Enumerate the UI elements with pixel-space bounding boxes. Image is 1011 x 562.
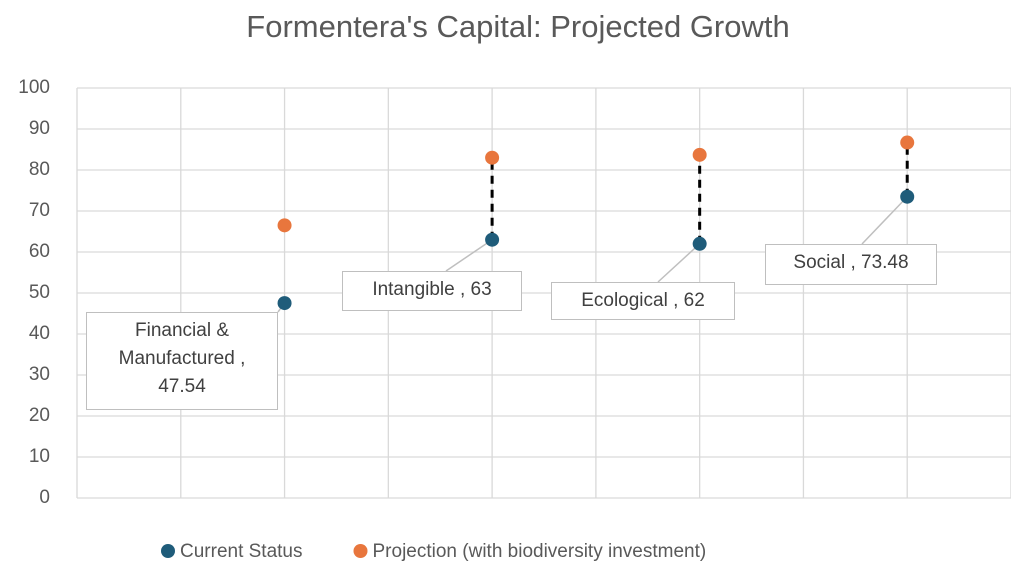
legend-marker — [161, 544, 175, 558]
leader-line — [861, 196, 908, 245]
point — [900, 189, 915, 204]
data-label: Social , 73.48 — [765, 244, 937, 285]
legend-marker — [353, 544, 368, 558]
point — [277, 218, 292, 233]
y-tick-label: 60 — [29, 241, 50, 262]
y-tick-label: 80 — [29, 159, 50, 180]
y-tick-label: 40 — [29, 323, 50, 344]
y-tick-label: 10 — [29, 446, 50, 467]
point — [277, 296, 292, 311]
point — [485, 232, 500, 247]
leader-line — [657, 243, 701, 283]
y-tick-label: 30 — [29, 364, 50, 385]
y-tick-label: 100 — [18, 77, 50, 98]
point — [485, 150, 500, 165]
data-label: Intangible , 63 — [342, 271, 522, 311]
chart-title: Formentera's Capital: Projected Growth — [246, 9, 789, 44]
legend-label: Current Status — [180, 541, 303, 562]
point — [692, 147, 707, 162]
leader-line — [445, 239, 493, 272]
y-tick-label: 20 — [29, 405, 50, 426]
point — [692, 236, 707, 251]
y-tick-label: 0 — [39, 487, 50, 508]
point — [900, 135, 915, 150]
y-tick-label: 50 — [29, 282, 50, 303]
data-label: Financial & Manufactured , 47.54 — [86, 312, 278, 410]
legend-label: Projection (with biodiversity investment… — [373, 541, 707, 562]
data-label: Ecological , 62 — [551, 282, 735, 320]
y-tick-label: 90 — [29, 118, 50, 139]
y-tick-label: 70 — [29, 200, 50, 221]
